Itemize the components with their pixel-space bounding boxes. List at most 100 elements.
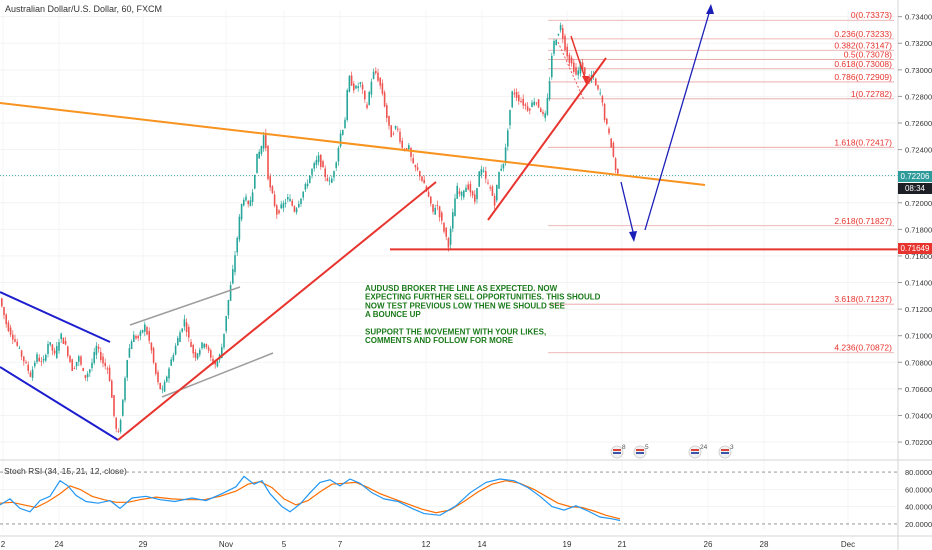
candle-body [7, 322, 10, 332]
note-line: SUPPORT THE MOVEMENT WITH YOUR LIKES, [365, 328, 546, 337]
candle-body [221, 347, 223, 359]
candle-body [45, 355, 47, 361]
candle-body [375, 71, 377, 73]
candle-body [75, 361, 78, 367]
candle-body [42, 358, 45, 361]
time-tick-label: 21 [618, 540, 627, 549]
candle-body [432, 204, 434, 212]
candle-body [177, 338, 179, 346]
candle-body [254, 174, 256, 189]
time-axis[interactable]: 2 24 29 Nov 5 7 12 14 19 21 26 28 Dec [0, 535, 932, 549]
indicator-tick-label: 40.0000 [905, 503, 932, 512]
candle-body [533, 101, 535, 106]
price-tick-label: 0.72600 [905, 119, 932, 128]
candle-body [159, 382, 161, 390]
candle-body [78, 356, 80, 362]
candle-body [238, 216, 241, 240]
candle-body [412, 158, 414, 164]
candle-body [86, 373, 89, 378]
candle-body [183, 319, 186, 327]
price-tick-label: 0.72800 [905, 92, 932, 101]
event-badges[interactable]: 8 5 24 3 [610, 444, 734, 459]
candle-body [597, 85, 599, 90]
candle-body [361, 84, 364, 90]
candle-body [436, 205, 439, 206]
candle-body [106, 368, 109, 370]
candle-body [474, 194, 476, 202]
candle-body [507, 130, 509, 147]
candle-body [128, 348, 131, 358]
candle-body [410, 148, 412, 157]
candle-body [148, 331, 150, 341]
channel-lower-line [0, 366, 119, 441]
candle-body [372, 71, 375, 79]
candle-body [348, 76, 351, 92]
stoch-rsi-pane: Stoch RSI (34, 15, 21, 12, close) 80.0000… [0, 459, 932, 529]
candle-body [491, 186, 494, 196]
fib-level-label: 2.618(0.71827) [834, 216, 892, 226]
price-tick-label: 0.73200 [905, 39, 932, 48]
impulse-arrow-head [582, 76, 589, 86]
candle-body [480, 169, 483, 175]
candle-body [265, 132, 267, 149]
candle-body [73, 368, 76, 369]
candle-body [34, 362, 36, 367]
candle-body [232, 269, 234, 284]
candle-body [117, 430, 120, 432]
candle-countdown: 08:34 [898, 183, 932, 194]
candle-body [526, 106, 529, 111]
candle-body [513, 92, 516, 95]
price-tick-label: 0.73000 [905, 66, 932, 75]
candle-body [476, 188, 478, 200]
candle-body [482, 170, 485, 172]
current-price-label: 0.72206 [898, 171, 932, 182]
fib-level-label: 0(0.73373) [851, 10, 892, 20]
candle-body [326, 178, 329, 181]
price-tick-label: 0.72000 [905, 199, 932, 208]
candle-body [293, 206, 296, 212]
time-tick-label: Nov [219, 540, 233, 549]
candle-body [155, 362, 157, 374]
candle-body [577, 70, 579, 76]
candle-body [1, 298, 3, 307]
candle-body [601, 96, 604, 103]
candle-body [478, 171, 480, 187]
candle-body [67, 346, 69, 356]
time-tick-label: 19 [563, 540, 572, 549]
candle-body [487, 182, 489, 184]
candle-body [170, 359, 172, 366]
candle-body [284, 202, 287, 204]
candle-body [603, 103, 606, 120]
candle-body [467, 184, 469, 190]
candle-body [612, 142, 615, 157]
candle-body [179, 332, 181, 343]
price-tick-label: 0.71000 [905, 332, 932, 341]
candle-body [399, 131, 401, 142]
candle-body [168, 368, 170, 379]
fib-level-label: 4.236(0.70872) [834, 343, 892, 353]
indicator-title: Stoch RSI (34, 15, 21, 12, close) [4, 466, 127, 476]
candle-body [23, 356, 25, 362]
candle-body [535, 102, 538, 104]
candle-body [122, 399, 124, 416]
candle-body [113, 395, 115, 416]
candle-body [280, 204, 282, 209]
candle-body [216, 361, 219, 367]
candle-body [133, 334, 135, 342]
candle-body [152, 348, 155, 363]
candle-body [617, 168, 619, 174]
candle-body [555, 39, 557, 46]
candle-body [610, 138, 612, 148]
candle-body [135, 336, 137, 339]
candle-body [267, 145, 269, 180]
candle-body [146, 327, 148, 335]
fib-level-label: 0.5(0.73078) [844, 49, 892, 59]
candle-body [531, 102, 533, 108]
candle-body [392, 133, 395, 135]
fib-level-label: 0.786(0.72909) [834, 72, 892, 82]
candle-body [95, 345, 98, 355]
candle-body [489, 187, 491, 189]
candle-body [522, 98, 524, 106]
price-tick-label: 0.71800 [905, 225, 932, 234]
candle-body [196, 353, 199, 359]
